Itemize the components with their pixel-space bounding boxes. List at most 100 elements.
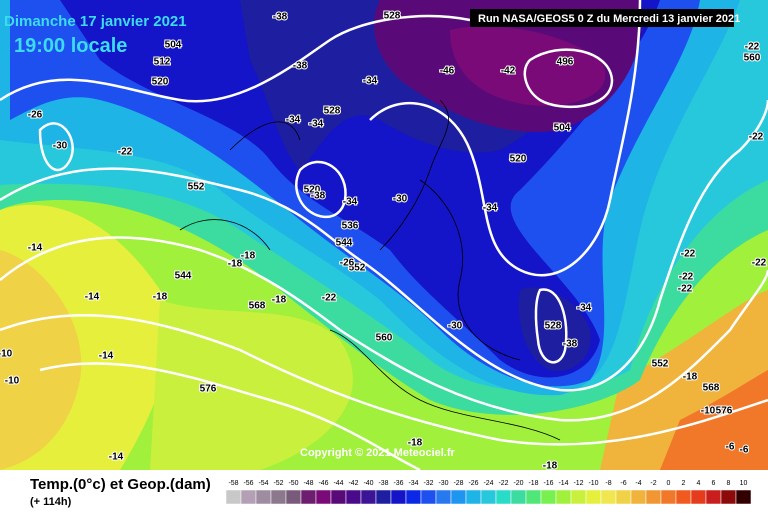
contour-label: 568	[703, 383, 720, 394]
contour-label: -34	[286, 115, 301, 126]
colorbar-label: -58	[228, 480, 238, 487]
colorbar-swatch	[225, 489, 242, 505]
colorbar-swatch	[630, 489, 647, 505]
contour-label: -22	[322, 293, 337, 304]
colorbar-label: -36	[393, 480, 403, 487]
colorbar-label: -6	[620, 480, 626, 487]
contour-label: -10	[5, 376, 20, 387]
local-time: 19:00 locale	[14, 35, 127, 57]
contour-label: -6	[726, 442, 735, 453]
colorbar-swatch	[540, 489, 557, 505]
contour-label: -18	[153, 292, 168, 303]
contour-label: -18	[228, 259, 243, 270]
colorbar-label: -24	[483, 480, 493, 487]
contour-label: -46	[440, 66, 455, 77]
contour-label: -18	[683, 372, 698, 383]
colorbar-label: -40	[363, 480, 373, 487]
contour-label: -30	[393, 194, 408, 205]
contour-label: 552	[652, 359, 669, 370]
colorbar-label: -16	[543, 480, 553, 487]
colorbar-swatch	[405, 489, 422, 505]
contour-label: 520	[152, 77, 169, 88]
colorbar-swatch	[270, 489, 287, 505]
colorbar: -58 -56 -54 -52 -50 -48 -46 -44 -42 -40 -38 -36 -34-…	[225, 480, 752, 505]
colorbar-swatch	[660, 489, 677, 505]
colorbar-label: -46	[318, 480, 328, 487]
colorbar-swatch	[375, 489, 392, 505]
colorbar-label: -30	[438, 480, 448, 487]
contour-label: -22	[752, 258, 767, 269]
contour-label: 528	[324, 106, 341, 117]
contour-label: 520	[304, 185, 321, 196]
colorbar-label: -20	[513, 480, 523, 487]
copyright: Copyright © 2021 Meteociel.fr	[300, 447, 456, 459]
contour-label: -10	[0, 349, 13, 360]
colorbar-label: -56	[243, 480, 253, 487]
colorbar-label: 0	[667, 480, 671, 487]
contour-label: 528	[545, 321, 562, 332]
contour-label: -38	[293, 61, 308, 72]
colorbar-swatch	[645, 489, 662, 505]
contour-label: -22	[745, 42, 760, 53]
colorbar-swatch	[600, 489, 617, 505]
colorbar-swatch	[255, 489, 272, 505]
contour-label: -42	[501, 66, 516, 77]
coastlines	[179, 99, 561, 441]
colorbar-label: -10	[588, 480, 598, 487]
colorbar-label: -34	[408, 480, 418, 487]
contour-label: -10	[701, 406, 716, 417]
contour-label: -14	[99, 351, 114, 362]
run-banner	[470, 9, 734, 27]
contour-label: -22	[749, 132, 764, 143]
contour-label: 512	[154, 57, 171, 68]
colorbar-swatch	[570, 489, 587, 505]
contour-label: -22	[679, 272, 694, 283]
colorbar-swatch	[585, 489, 602, 505]
contour-label: -34	[343, 197, 358, 208]
contour-label: -6	[740, 445, 749, 456]
colorbar-swatch	[360, 489, 377, 505]
contour-label: -34	[577, 303, 592, 314]
colorbar-label: -52	[273, 480, 283, 487]
colorbar-swatch	[720, 489, 737, 505]
colorbar-label: -18	[528, 480, 538, 487]
colorbar-swatch	[330, 489, 347, 505]
colorbar-label: -4	[635, 480, 641, 487]
colorbar-label: 8	[727, 480, 731, 487]
contour-label: -34	[483, 203, 498, 214]
contour-label: -30	[448, 321, 463, 332]
colorbar-label: 10	[740, 480, 748, 487]
colorbar-label: -42	[348, 480, 358, 487]
contour-label: -18	[543, 461, 558, 472]
colorbar-swatch	[510, 489, 527, 505]
colorbar-label: -44	[333, 480, 343, 487]
colorbar-swatch	[345, 489, 362, 505]
contour-label: -14	[85, 292, 100, 303]
contour-label: -34	[363, 76, 378, 87]
colorbar-swatch	[435, 489, 452, 505]
contour-label: 576	[716, 406, 733, 417]
geopotential-contours	[0, 0, 768, 446]
colorbar-swatch	[675, 489, 692, 505]
colorbar-swatch	[420, 489, 437, 505]
colorbar-swatch	[300, 489, 317, 505]
colorbar-label: -12	[573, 480, 583, 487]
colorbar-swatch	[240, 489, 257, 505]
contour-label: -14	[28, 243, 43, 254]
colorbar-label: -32	[423, 480, 433, 487]
colorbar-swatch	[525, 489, 542, 505]
colorbar-label: 4	[697, 480, 701, 487]
temperature-field	[0, 0, 768, 470]
colorbar-label: -22	[498, 480, 508, 487]
colorbar-swatch	[495, 489, 512, 505]
contour-label: -22	[118, 147, 133, 158]
contour-label: -18	[408, 438, 423, 449]
contour-label: 544	[336, 238, 353, 249]
colorbar-label: -50	[288, 480, 298, 487]
forecast-lead: (+ 114h)	[30, 496, 72, 508]
colorbar-label: -8	[605, 480, 611, 487]
colorbar-swatch	[450, 489, 467, 505]
contour-label: -22	[681, 249, 696, 260]
colorbar-label: -2	[650, 480, 656, 487]
